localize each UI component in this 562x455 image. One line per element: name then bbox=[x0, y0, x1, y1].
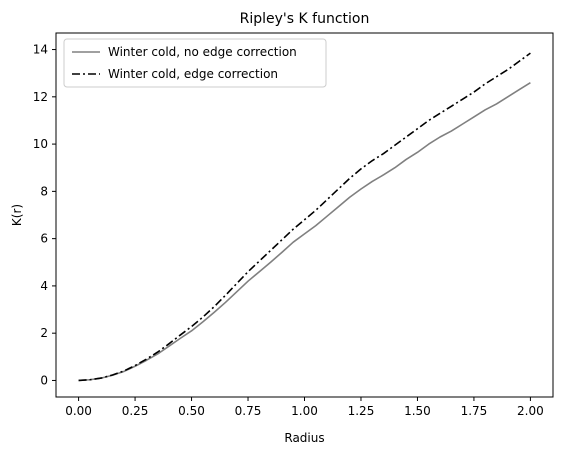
y-tick-label: 4 bbox=[40, 279, 48, 293]
series-line-1 bbox=[78, 81, 531, 382]
legend: Winter cold, no edge correction Winter co… bbox=[63, 38, 327, 88]
y-tick-label: 14 bbox=[33, 43, 48, 57]
x-axis-label: Radius bbox=[284, 431, 324, 445]
x-tick-label: 1.50 bbox=[404, 404, 431, 418]
series-line-2 bbox=[78, 52, 531, 382]
x-tick-label: 1.75 bbox=[461, 404, 488, 418]
legend-label-2: Winter cold, edge correction bbox=[108, 67, 278, 81]
x-tick-label: 0.75 bbox=[235, 404, 262, 418]
y-axis-label: K(r) bbox=[10, 204, 24, 226]
legend-label-1: Winter cold, no edge correction bbox=[108, 45, 297, 59]
y-tick-label: 6 bbox=[40, 232, 48, 246]
y-tick-label: 2 bbox=[40, 326, 48, 340]
x-tick-label: 0.25 bbox=[122, 404, 149, 418]
x-axis-ticks: 0.00 0.25 0.50 0.75 1.00 1.25 1.50 1.75 2.00 bbox=[65, 397, 544, 418]
y-tick-label: 0 bbox=[40, 373, 48, 387]
x-tick-label: 1.25 bbox=[348, 404, 375, 418]
plot-frame bbox=[55, 32, 554, 398]
legend-box bbox=[63, 38, 327, 88]
y-tick-label: 12 bbox=[33, 90, 48, 104]
y-tick-label: 8 bbox=[40, 184, 48, 198]
series-lines bbox=[78, 52, 531, 382]
x-tick-label: 0.00 bbox=[65, 404, 92, 418]
x-tick-label: 1.00 bbox=[291, 404, 318, 418]
y-tick-label: 10 bbox=[33, 137, 48, 151]
x-tick-label: 0.50 bbox=[178, 404, 205, 418]
x-tick-label: 2.00 bbox=[517, 404, 544, 418]
chart-title: Ripley's K function bbox=[240, 11, 370, 27]
y-axis-ticks: 0 2 4 6 8 10 12 14 bbox=[33, 43, 56, 387]
